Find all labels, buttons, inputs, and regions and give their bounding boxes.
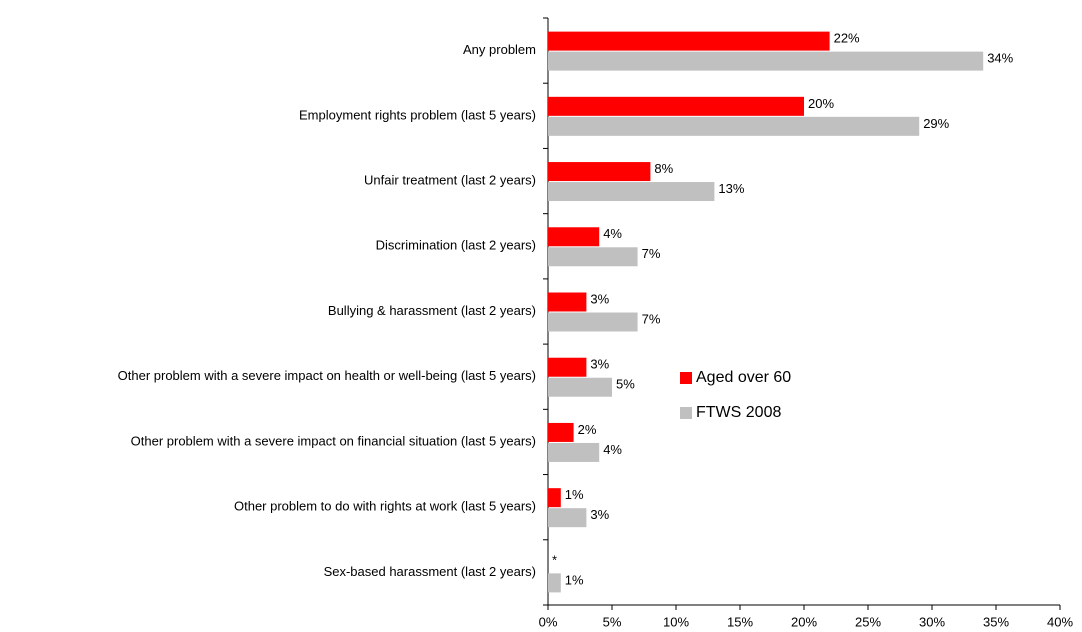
category-label: Employment rights problem (last 5 years) bbox=[299, 107, 536, 122]
category-label: Any problem bbox=[463, 42, 536, 57]
category-label: Other problem with a severe impact on he… bbox=[118, 368, 536, 383]
legend-swatch bbox=[680, 372, 692, 384]
data-label: 22% bbox=[834, 31, 860, 46]
x-tick-label: 15% bbox=[727, 614, 753, 629]
x-tick-label: 35% bbox=[983, 614, 1009, 629]
data-label: 20% bbox=[808, 96, 834, 111]
x-tick-label: 5% bbox=[603, 614, 622, 629]
bar bbox=[548, 51, 984, 71]
data-label: 3% bbox=[590, 291, 609, 306]
data-label: 8% bbox=[654, 161, 673, 176]
data-label: 3% bbox=[590, 357, 609, 372]
bar bbox=[548, 162, 651, 182]
category-label: Discrimination (last 2 years) bbox=[376, 238, 536, 253]
legend-label: Aged over 60 bbox=[696, 369, 791, 386]
x-tick-label: 20% bbox=[791, 614, 817, 629]
data-label: 1% bbox=[565, 487, 584, 502]
x-tick-label: 0% bbox=[539, 614, 558, 629]
data-label: 13% bbox=[718, 181, 744, 196]
bar bbox=[548, 31, 830, 51]
data-label: 7% bbox=[642, 311, 661, 326]
x-tick-label: 25% bbox=[855, 614, 881, 629]
x-tick-label: 10% bbox=[663, 614, 689, 629]
category-label: Other problem to do with rights at work … bbox=[234, 499, 536, 514]
bar bbox=[548, 377, 612, 397]
bar bbox=[548, 508, 587, 528]
bar bbox=[548, 182, 715, 202]
bar bbox=[548, 442, 600, 462]
data-label: 29% bbox=[923, 116, 949, 131]
category-label: Sex-based harassment (last 2 years) bbox=[324, 564, 536, 579]
bar bbox=[548, 488, 561, 508]
x-tick-label: 30% bbox=[919, 614, 945, 629]
data-label: 7% bbox=[642, 246, 661, 261]
legend-label: FTWS 2008 bbox=[696, 404, 781, 421]
data-label: 4% bbox=[603, 442, 622, 457]
data-label: 1% bbox=[565, 572, 584, 587]
data-label: 5% bbox=[616, 377, 635, 392]
data-label: 2% bbox=[578, 422, 597, 437]
category-label: Unfair treatment (last 2 years) bbox=[364, 172, 536, 187]
data-label: 3% bbox=[590, 507, 609, 522]
bar bbox=[548, 292, 587, 312]
bar bbox=[548, 422, 574, 442]
bar bbox=[548, 227, 600, 247]
category-label: Bullying & harassment (last 2 years) bbox=[328, 303, 536, 318]
data-label: * bbox=[552, 552, 557, 567]
bar bbox=[548, 96, 804, 116]
data-label: 4% bbox=[603, 226, 622, 241]
bar bbox=[548, 573, 561, 593]
category-label: Other problem with a severe impact on fi… bbox=[131, 433, 536, 448]
bar bbox=[548, 312, 638, 332]
x-tick-label: 40% bbox=[1047, 614, 1073, 629]
bar bbox=[548, 116, 920, 136]
bar bbox=[548, 247, 638, 267]
bar bbox=[548, 357, 587, 377]
data-label: 34% bbox=[987, 51, 1013, 66]
legend-swatch bbox=[680, 407, 692, 419]
